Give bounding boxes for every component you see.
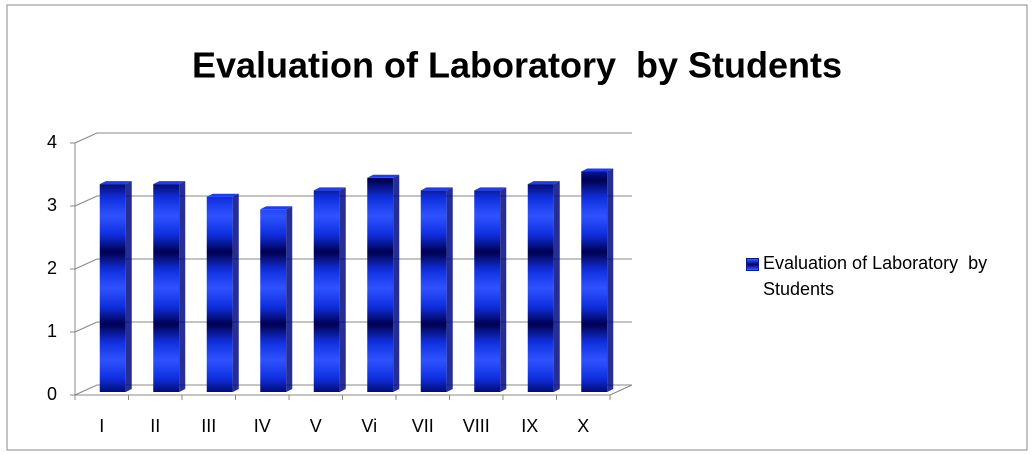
grid-line <box>74 321 98 333</box>
bar-side <box>500 187 507 392</box>
grid-line <box>74 258 98 270</box>
y-tick-label: 0 <box>47 384 57 404</box>
legend-label: Evaluation of Laboratory by Students <box>763 253 993 299</box>
bar-side <box>232 193 239 392</box>
bar <box>260 209 287 392</box>
legend-swatch <box>746 258 759 271</box>
grid-line <box>74 195 98 207</box>
bar-side <box>553 181 560 392</box>
bar-side <box>179 181 186 392</box>
x-tick-label: II <box>150 416 160 436</box>
x-tick-label: I <box>99 416 104 436</box>
bar-top <box>527 181 560 185</box>
bar-side <box>286 206 293 392</box>
bar-top <box>474 187 507 191</box>
bar-side <box>125 181 132 392</box>
x-tick-label: X <box>577 416 589 436</box>
bar <box>527 184 554 392</box>
bar-top <box>420 187 453 191</box>
bar-side <box>339 187 346 392</box>
bar-top <box>581 168 614 172</box>
bar <box>474 190 501 392</box>
y-tick-label: 4 <box>47 132 57 152</box>
grid-line <box>74 132 98 144</box>
y-tick-label: 1 <box>47 321 57 341</box>
x-tick-label: III <box>201 416 216 436</box>
bar <box>99 184 126 392</box>
grid-line <box>74 384 98 396</box>
bar-top <box>367 174 400 178</box>
bar-side <box>446 187 453 392</box>
bar-side <box>607 168 614 392</box>
bar <box>420 190 447 392</box>
x-tick-label: Vi <box>361 416 377 436</box>
bar-top <box>260 206 293 210</box>
bar <box>581 171 608 392</box>
bar-top <box>206 193 239 197</box>
bar <box>206 196 233 392</box>
x-axis-depth <box>609 384 633 396</box>
bar <box>153 184 180 392</box>
chart-title: Evaluation of Laboratory by Students <box>192 45 842 86</box>
bar <box>367 177 394 392</box>
legend: Evaluation of Laboratory by Students <box>746 250 1016 302</box>
y-tick-label: 2 <box>47 258 57 278</box>
y-tick-label: 3 <box>47 195 57 215</box>
bar <box>313 190 340 392</box>
x-tick-label: IV <box>254 416 271 436</box>
x-tick-label: IX <box>521 416 538 436</box>
bar-side <box>393 174 400 392</box>
x-tick-label: VII <box>412 416 434 436</box>
bar-top <box>313 187 346 191</box>
bar-top <box>153 181 186 185</box>
bar-top <box>99 181 132 185</box>
x-tick-label: VIII <box>463 416 490 436</box>
x-tick-label: V <box>310 416 322 436</box>
